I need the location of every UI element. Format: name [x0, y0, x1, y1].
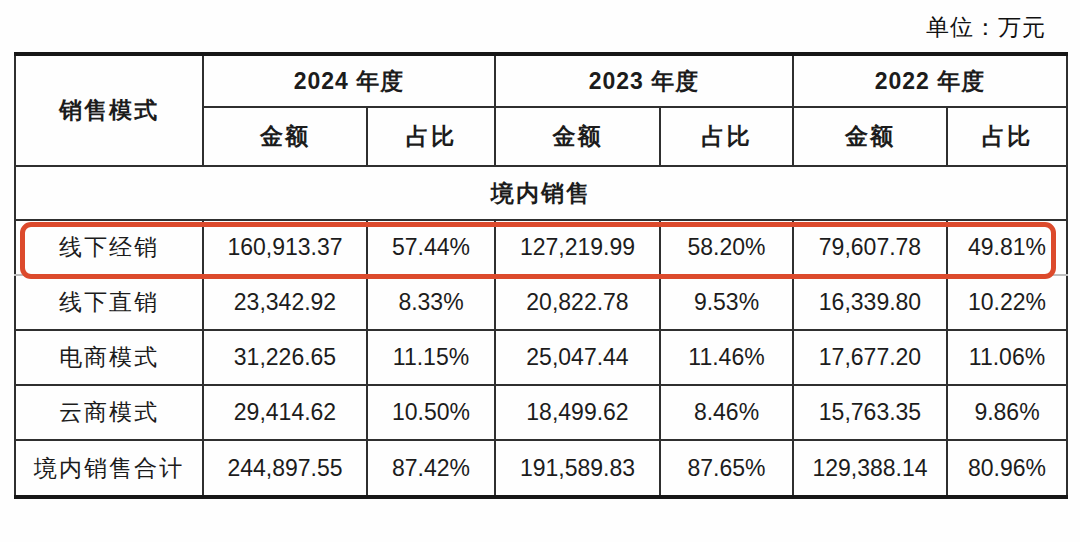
share-cell: 58.20%: [660, 220, 793, 275]
section-header-row: 境内销售: [15, 166, 1067, 220]
amount-cell: 191,589.83: [495, 440, 660, 497]
share-cell: 11.46%: [660, 330, 793, 385]
row-label: 境内销售合计: [15, 440, 203, 497]
amount-cell: 127,219.99: [495, 220, 660, 275]
amount-cell: 244,897.55: [203, 440, 367, 497]
amount-cell: 17,677.20: [793, 330, 947, 385]
table-row-cloud-commerce: 云商模式 29,414.62 10.50% 18,499.62 8.46% 15…: [15, 385, 1067, 440]
sales-mode-header: 销售模式: [15, 54, 203, 166]
share-cell: 8.46%: [660, 385, 793, 440]
row-label: 线下经销: [15, 220, 203, 275]
share-cell: 11.15%: [367, 330, 495, 385]
share-cell: 87.42%: [367, 440, 495, 497]
amount-cell: 160,913.37: [203, 220, 367, 275]
sales-mode-table: 销售模式 2024 年度 2023 年度 2022 年度 金额 占比 金额 占比…: [14, 52, 1068, 499]
amount-cell: 31,226.65: [203, 330, 367, 385]
share-cell: 11.06%: [947, 330, 1067, 385]
share-cell: 80.96%: [947, 440, 1067, 497]
amount-cell: 18,499.62: [495, 385, 660, 440]
row-label: 电商模式: [15, 330, 203, 385]
page: 单位：万元 销售模式 2024 年度 2023 年度 2022 年度 金额 占比…: [0, 0, 1080, 542]
share-cell: 57.44%: [367, 220, 495, 275]
share-header-2022: 占比: [947, 107, 1067, 166]
amount-cell: 29,414.62: [203, 385, 367, 440]
amount-cell: 16,339.80: [793, 275, 947, 330]
amount-cell: 15,763.35: [793, 385, 947, 440]
share-cell: 10.22%: [947, 275, 1067, 330]
amount-header-2022: 金额: [793, 107, 947, 166]
share-header-2024: 占比: [367, 107, 495, 166]
year-header-2023: 2023 年度: [495, 54, 793, 107]
amount-cell: 23,342.92: [203, 275, 367, 330]
year-header-2024: 2024 年度: [203, 54, 495, 107]
section-header-label: 境内销售: [15, 166, 1067, 220]
row-label: 云商模式: [15, 385, 203, 440]
amount-cell: 129,388.14: [793, 440, 947, 497]
amount-header-2024: 金额: [203, 107, 367, 166]
amount-cell: 20,822.78: [495, 275, 660, 330]
share-cell: 87.65%: [660, 440, 793, 497]
amount-cell: 79,607.78: [793, 220, 947, 275]
share-cell: 10.50%: [367, 385, 495, 440]
share-cell: 49.81%: [947, 220, 1067, 275]
row-label: 线下直销: [15, 275, 203, 330]
amount-cell: 25,047.44: [495, 330, 660, 385]
table-row-offline-distribution: 线下经销 160,913.37 57.44% 127,219.99 58.20%…: [15, 220, 1067, 275]
share-cell: 9.86%: [947, 385, 1067, 440]
unit-label: 单位：万元: [926, 12, 1046, 43]
amount-header-2023: 金额: [495, 107, 660, 166]
table-row-offline-direct: 线下直销 23,342.92 8.33% 20,822.78 9.53% 16,…: [15, 275, 1067, 330]
table-header-row-years: 销售模式 2024 年度 2023 年度 2022 年度: [15, 54, 1067, 107]
share-header-2023: 占比: [660, 107, 793, 166]
share-cell: 9.53%: [660, 275, 793, 330]
year-header-2022: 2022 年度: [793, 54, 1067, 107]
table-row-domestic-total: 境内销售合计 244,897.55 87.42% 191,589.83 87.6…: [15, 440, 1067, 497]
share-cell: 8.33%: [367, 275, 495, 330]
table-row-ecommerce: 电商模式 31,226.65 11.15% 25,047.44 11.46% 1…: [15, 330, 1067, 385]
